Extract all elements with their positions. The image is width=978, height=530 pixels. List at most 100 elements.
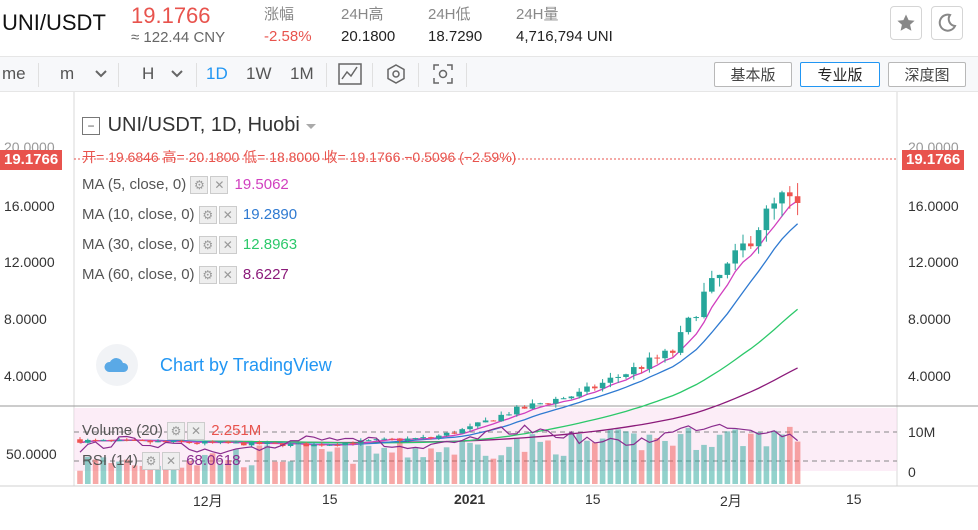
volume-bar	[693, 449, 699, 484]
close-icon[interactable]: ✕	[210, 176, 229, 195]
settings-icon[interactable]: ⚙	[198, 266, 217, 285]
close-icon[interactable]: ✕	[218, 236, 237, 255]
volume-bar	[350, 463, 356, 484]
volume-bar	[233, 449, 239, 484]
volume-bar	[264, 445, 270, 484]
screenshot-button[interactable]	[432, 57, 454, 91]
candle-body	[677, 332, 684, 353]
cloud-icon	[96, 344, 138, 386]
volume-bar	[787, 426, 793, 484]
candle-body	[514, 406, 520, 415]
candle-body	[662, 350, 668, 359]
candle-body	[724, 263, 731, 275]
close-icon[interactable]: ✕	[218, 206, 237, 225]
volume-bar	[436, 452, 442, 484]
candle-body	[202, 441, 208, 444]
settings-icon[interactable]: ⚙	[142, 452, 161, 471]
minute-select[interactable]: m	[60, 57, 108, 91]
cny-price: ≈ 122.44 CNY	[131, 29, 226, 46]
volume-bar	[108, 463, 114, 484]
volume-bar	[514, 438, 520, 484]
candle-body	[560, 398, 567, 400]
volume-bar	[623, 431, 629, 484]
interval-1m[interactable]: 1M	[290, 64, 314, 83]
tradingview-watermark[interactable]: Chart by TradingView	[96, 344, 332, 386]
favorite-button[interactable]	[890, 6, 922, 40]
settings-icon[interactable]: ⚙	[198, 206, 217, 225]
candle-body	[100, 439, 107, 441]
volume-bar	[443, 447, 450, 484]
hour-select[interactable]: H	[142, 57, 184, 91]
chart-type-button[interactable]	[338, 57, 362, 91]
volume-bar	[147, 459, 153, 484]
volume-bar	[248, 465, 255, 484]
candle-body	[334, 444, 341, 446]
candle-body	[498, 414, 504, 422]
settings-icon[interactable]: ⚙	[167, 422, 186, 441]
chart-title[interactable]: − UNI/USDT, 1D, Huobi	[82, 114, 317, 137]
depth-chart-button[interactable]: 深度图	[888, 62, 966, 87]
chevron-down-icon	[171, 70, 183, 78]
candle-body	[319, 444, 325, 446]
time-select[interactable]: me	[2, 64, 26, 83]
volume-bar	[748, 433, 754, 484]
ma10-legend[interactable]: MA (10, close, 0) ⚙ ✕ 19.2890	[82, 206, 298, 225]
candle-body	[646, 357, 653, 369]
indicators-button[interactable]	[385, 57, 407, 91]
volume-bar	[342, 442, 348, 484]
candle-body	[654, 357, 660, 359]
candle-body	[272, 442, 278, 444]
interval-1d[interactable]: 1D	[206, 64, 228, 83]
close-icon[interactable]: ✕	[187, 422, 206, 441]
candlestick-chart-icon	[338, 63, 362, 85]
volume-bar	[186, 460, 192, 484]
volume-bar	[740, 446, 746, 484]
settings-icon[interactable]: ⚙	[190, 176, 209, 195]
candle-body	[342, 442, 348, 446]
candle-body	[638, 367, 645, 369]
ma5-legend[interactable]: MA (5, close, 0) ⚙ ✕ 19.5062	[82, 176, 289, 195]
interval-1w[interactable]: 1W	[246, 64, 272, 83]
volume-bar	[677, 434, 684, 484]
x-label: 2021	[454, 491, 486, 507]
chevron-down-icon	[95, 70, 107, 78]
volume-bar	[202, 454, 208, 484]
candle-body	[389, 438, 395, 440]
volume-bar	[256, 445, 263, 484]
price-label-right: 4.0000	[908, 368, 951, 384]
candle-body	[233, 442, 239, 444]
volume-bar	[646, 434, 653, 484]
candle-body	[771, 203, 777, 209]
volume-bar	[482, 455, 489, 484]
candle-body	[131, 439, 138, 441]
close-icon[interactable]: ✕	[162, 452, 181, 471]
price-label-left: 16.0000	[4, 198, 55, 214]
candle-body	[709, 278, 715, 292]
pro-version-button[interactable]: 专业版	[800, 62, 880, 87]
candle-body	[147, 440, 153, 443]
volume-bar	[568, 432, 575, 484]
candle-body	[248, 441, 255, 446]
volume-bar	[194, 465, 200, 484]
candle-body	[139, 440, 146, 442]
settings-icon[interactable]: ⚙	[198, 236, 217, 255]
basic-version-button[interactable]: 基本版	[714, 62, 792, 87]
ma60-legend[interactable]: MA (60, close, 0) ⚙ ✕ 8.6227	[82, 266, 289, 285]
volume-bar	[716, 434, 723, 484]
volume-axis-label: 10M	[908, 424, 936, 440]
volume-bar	[755, 432, 762, 484]
volume-bar	[670, 445, 676, 484]
close-icon[interactable]: ✕	[218, 266, 237, 285]
volume-legend[interactable]: Volume (20) ⚙ ✕ 2.251M	[82, 422, 262, 441]
rsi-legend[interactable]: RSI (14) ⚙ ✕ 68.0618	[82, 452, 241, 471]
collapse-icon[interactable]: −	[82, 116, 100, 135]
x-label: 15	[322, 491, 338, 507]
candle-body	[381, 438, 387, 440]
volume-bar	[381, 447, 387, 484]
candle-body	[607, 377, 614, 383]
theme-toggle-button[interactable]	[931, 6, 963, 40]
price-label-right: 12.0000	[908, 254, 959, 270]
volume-bar	[389, 452, 395, 484]
ma30-legend[interactable]: MA (30, close, 0) ⚙ ✕ 12.8963	[82, 236, 298, 255]
